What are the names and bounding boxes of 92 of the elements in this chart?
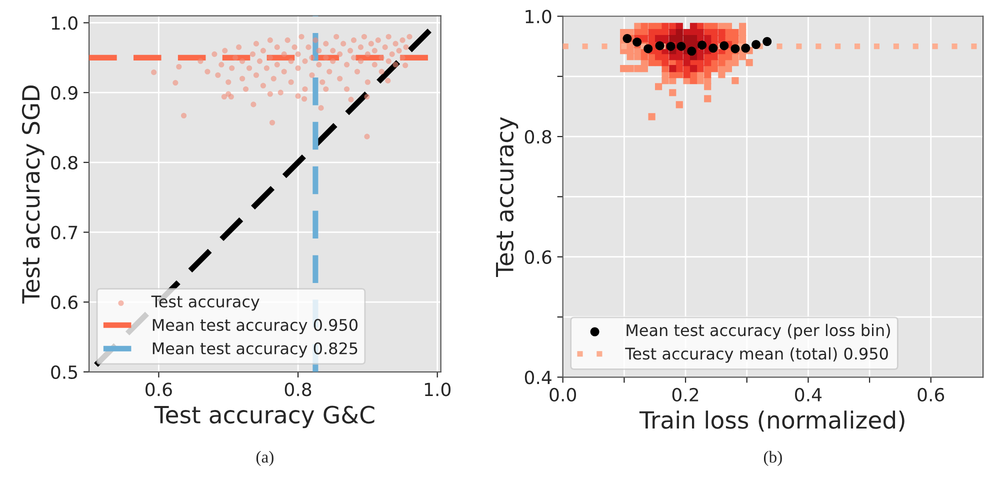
- y-tick-label: 1.0: [52, 16, 78, 30]
- point: [648, 59, 656, 66]
- point: [724, 53, 732, 60]
- point: [720, 41, 729, 50]
- point: [718, 71, 726, 78]
- legend-label: Mean test accuracy 0.950: [152, 318, 358, 334]
- point: [676, 53, 683, 60]
- point: [718, 59, 726, 66]
- point: [676, 28, 683, 36]
- point: [666, 42, 676, 51]
- point: [676, 42, 686, 51]
- point: [710, 28, 718, 36]
- y-tick-label: 0.8: [51, 156, 78, 170]
- point: [696, 77, 704, 84]
- point: [683, 71, 690, 78]
- point: [696, 28, 704, 36]
- point: [710, 65, 718, 72]
- point: [622, 34, 632, 44]
- legend-label: Test accuracy mean (total) 0.950: [625, 347, 888, 363]
- text: (b): [764, 450, 782, 466]
- y-tick-label: 1.0: [526, 10, 552, 24]
- y-tick-label: 0.6: [51, 296, 78, 310]
- y-tick-label: 0.6: [524, 250, 552, 264]
- point: [732, 77, 739, 84]
- point: [739, 53, 746, 60]
- point: [687, 46, 696, 56]
- point: [690, 77, 698, 84]
- point: [676, 101, 683, 108]
- point: [724, 65, 732, 72]
- point: [669, 89, 676, 96]
- point: [739, 34, 746, 42]
- point: [654, 53, 662, 60]
- point: [640, 65, 648, 72]
- point: [696, 53, 704, 60]
- point: [620, 65, 628, 72]
- point: [730, 44, 740, 54]
- x-axis-title: Test accuracy G&C: [154, 406, 374, 428]
- point: [654, 83, 662, 90]
- point: [732, 28, 739, 36]
- point: [698, 40, 707, 50]
- y-tick-label: 0.9: [51, 86, 78, 100]
- point: [683, 59, 690, 66]
- point: [704, 83, 712, 90]
- text: (a): [256, 450, 274, 466]
- point: [640, 22, 648, 30]
- legend-label: Mean test accuracy (per loss bin): [626, 324, 890, 340]
- point: [648, 113, 656, 120]
- point: [634, 65, 642, 72]
- point: [669, 65, 676, 72]
- y-tick-label: 0.8: [524, 130, 552, 144]
- point: [662, 59, 669, 66]
- x-tick-label: 0.6: [146, 382, 172, 396]
- point: [746, 59, 753, 66]
- point: [741, 44, 750, 53]
- ref-line-label: Mean test accuracy 0.825: [152, 342, 358, 358]
- point: [690, 65, 698, 72]
- point: [710, 53, 718, 60]
- point: [739, 22, 746, 30]
- point: [662, 77, 669, 84]
- y-tick-label: 0.5: [51, 365, 78, 379]
- point: [704, 71, 712, 78]
- x-tick-label: 0.6: [918, 388, 944, 402]
- y-tick-label: 0.7: [51, 226, 78, 240]
- point: [662, 22, 669, 30]
- x-axis-title: Train loss (normalized): [639, 410, 904, 432]
- point: [696, 65, 704, 72]
- point: [640, 53, 648, 60]
- y-tick-label: 0.4: [524, 370, 552, 384]
- point: [676, 65, 683, 72]
- x-tick-label: 0.0: [550, 388, 576, 402]
- y-axis-title: Test accuracy SGD: [22, 85, 44, 304]
- x-tick-label: 1.0: [424, 382, 451, 396]
- point: [708, 44, 718, 53]
- point: [640, 34, 648, 42]
- point: [626, 65, 634, 72]
- point: [669, 34, 676, 42]
- y-axis-title: Test accuracy: [496, 117, 518, 278]
- x-tick-label: 0.4: [795, 388, 822, 402]
- point: [632, 38, 642, 47]
- point: [718, 28, 726, 36]
- x-tick-label: 0.2: [672, 388, 698, 402]
- point: [626, 53, 634, 60]
- point: [732, 59, 739, 66]
- point: [704, 95, 712, 102]
- point: [634, 53, 642, 60]
- point: [648, 28, 656, 36]
- point: [704, 59, 712, 66]
- legend-label: Test accuracy: [151, 296, 260, 311]
- point: [762, 37, 772, 46]
- x-tick-label: 0.8: [284, 382, 312, 396]
- point: [644, 44, 653, 54]
- point: [752, 40, 761, 50]
